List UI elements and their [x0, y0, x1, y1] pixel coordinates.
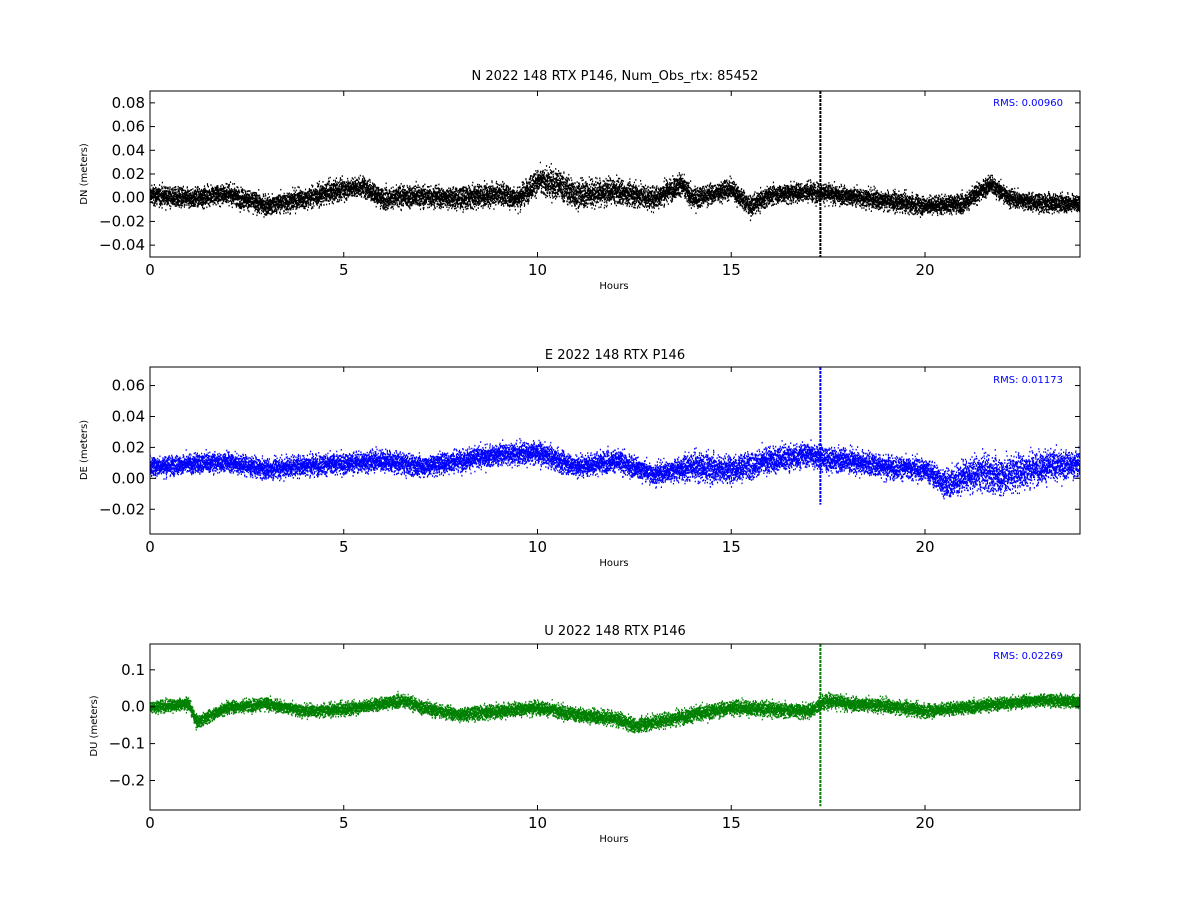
y-tick-label: −0.02 [99, 500, 145, 518]
chart-title: N 2022 148 RTX P146, Num_Obs_rtx: 85452 [472, 69, 759, 84]
x-tick-label: 15 [722, 814, 741, 832]
plot-area: 0 5 10 15 20 −0.02 0.00 0.02 0.04 0.06 [99, 366, 1081, 556]
x-tick-label: 10 [528, 538, 547, 556]
y-tick-label: 0.02 [112, 438, 145, 456]
rms-annotation: RMS: 0.02269 [993, 651, 1063, 662]
plot-area: 0 5 10 15 20 −0.2 −0.1 0.0 0.1 [109, 643, 1081, 832]
data-point [150, 438, 1080, 500]
y-axis-label: DN (meters) [79, 143, 90, 205]
y-tick-label: 0.00 [112, 469, 145, 487]
y-tick-label: −0.1 [109, 735, 145, 753]
subplot-up: U 2022 148 RTX P146 DU (meters) Hours 0 5… [89, 624, 1081, 845]
y-axis-label: DE (meters) [79, 420, 90, 480]
y-tick-label: 0.0 [121, 698, 145, 716]
x-axis-label: Hours [599, 834, 628, 845]
plot-frame [149, 643, 1081, 811]
x-tick-label: 20 [915, 538, 934, 556]
y-tick-label: 0.04 [112, 407, 145, 425]
chart-title: E 2022 148 RTX P146 [545, 348, 685, 363]
x-tick-label: 20 [915, 261, 934, 279]
x-axis-label: Hours [599, 558, 628, 569]
y-tick-label: −0.2 [109, 771, 145, 789]
y-tick-label: 0.1 [121, 661, 145, 679]
subplot-north: N 2022 148 RTX P146, Num_Obs_rtx: 85452 … [79, 69, 1081, 292]
subplot-east: E 2022 148 RTX P146 DE (meters) Hours 0 5… [79, 348, 1081, 569]
x-tick-label: 0 [145, 261, 155, 279]
y-tick-label: 0.06 [112, 377, 145, 395]
plot-frame [149, 366, 1081, 535]
y-tick-label: 0.04 [112, 141, 145, 159]
x-tick-label: 15 [722, 261, 741, 279]
y-tick-label: 0.02 [112, 165, 145, 183]
x-tick-label: 10 [528, 814, 547, 832]
x-tick-label: 0 [145, 538, 155, 556]
rms-annotation: RMS: 0.01173 [993, 375, 1063, 386]
x-tick-label: 20 [915, 814, 934, 832]
y-tick-label: −0.04 [99, 236, 145, 254]
x-tick-label: 10 [528, 261, 547, 279]
y-tick-label: −0.02 [99, 212, 145, 230]
x-axis-label: Hours [599, 281, 628, 292]
chart-title: U 2022 148 RTX P146 [544, 624, 686, 639]
x-tick-label: 0 [145, 814, 155, 832]
rms-annotation: RMS: 0.00960 [993, 98, 1063, 109]
x-tick-label: 5 [339, 814, 349, 832]
y-axis-label: DU (meters) [89, 695, 100, 756]
x-tick-label: 5 [339, 261, 349, 279]
x-tick-label: 15 [722, 538, 741, 556]
y-tick-label: 0.08 [112, 94, 145, 112]
data-series [150, 367, 1080, 505]
x-tick-label: 5 [339, 538, 349, 556]
y-tick-label: 0.06 [112, 118, 145, 136]
y-tick-label: 0.00 [112, 189, 145, 207]
plot-area: 0 5 10 15 20 −0.04 −0.02 0.00 0.02 0.04 0.06 0.08 [99, 90, 1081, 279]
